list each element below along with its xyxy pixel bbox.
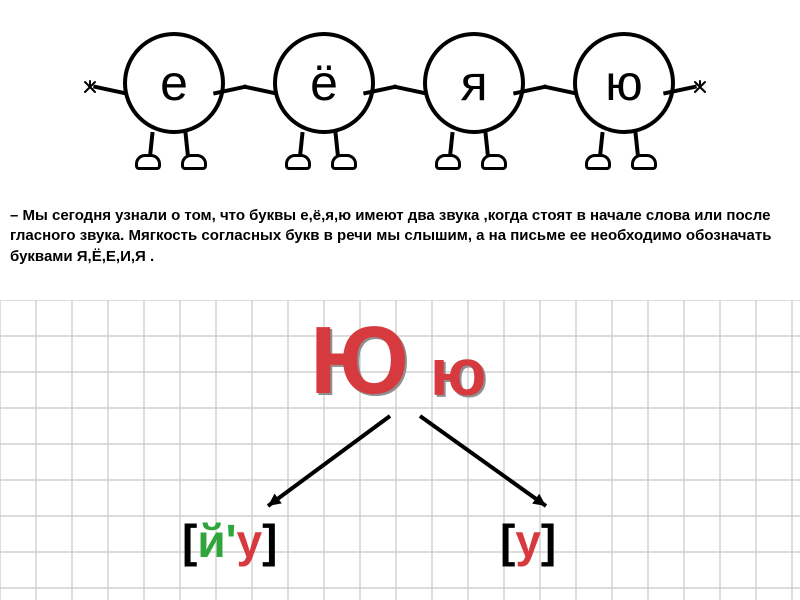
letter-head: ё xyxy=(273,32,375,134)
letter-glyph: ё xyxy=(310,58,338,108)
sound-piece: [ xyxy=(182,514,197,568)
top-panel: е ё я ю – Мы сегодня узнали о том, что букв… xyxy=(0,0,800,300)
letter-head: я xyxy=(423,32,525,134)
sound-piece: ] xyxy=(262,514,277,568)
foot xyxy=(585,154,611,170)
hand-icon xyxy=(693,80,707,94)
letter-characters-row: еёяю xyxy=(95,20,695,180)
foot xyxy=(435,154,461,170)
sound-left: [ й' у ] xyxy=(182,514,277,568)
sound-piece: [ xyxy=(500,514,515,568)
letter-glyph: е xyxy=(160,58,188,108)
foot xyxy=(135,154,161,170)
sound-piece: у xyxy=(515,514,541,568)
foot xyxy=(331,154,357,170)
sound-piece: й' xyxy=(197,514,236,568)
letter-head: ю xyxy=(573,32,675,134)
arm xyxy=(93,85,127,96)
arm xyxy=(393,85,427,96)
foot xyxy=(181,154,207,170)
letter-character: ю xyxy=(545,20,695,180)
letter-character: я xyxy=(395,20,545,180)
foot xyxy=(481,154,507,170)
letter-head: е xyxy=(123,32,225,134)
big-letter-lower: ю xyxy=(430,334,486,410)
arm xyxy=(543,85,577,96)
foot xyxy=(631,154,657,170)
sound-piece: у xyxy=(237,514,263,568)
lesson-caption: – Мы сегодня узнали о том, что буквы е,ё… xyxy=(0,206,800,267)
letter-character: ё xyxy=(245,20,395,180)
bottom-panel: Ю ю [ й' у ] [ у ] xyxy=(0,300,800,600)
letter-glyph: я xyxy=(460,58,487,108)
arm xyxy=(243,85,277,96)
letter-glyph: ю xyxy=(605,58,643,108)
foot xyxy=(285,154,311,170)
sound-piece: ] xyxy=(541,514,556,568)
characters-strip: еёяю xyxy=(35,20,765,198)
letter-character: е xyxy=(95,20,245,180)
sound-right: [ у ] xyxy=(500,514,556,568)
big-letter-upper: Ю xyxy=(310,306,409,416)
